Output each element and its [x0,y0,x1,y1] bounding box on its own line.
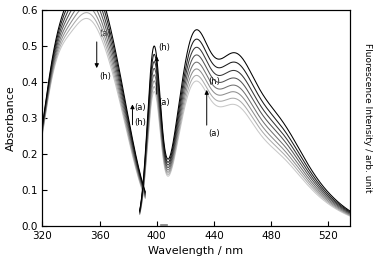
Text: (a): (a) [100,29,111,38]
Text: (a): (a) [208,129,220,138]
Text: (h): (h) [134,118,146,127]
Text: (h): (h) [158,43,170,52]
Text: (h): (h) [208,77,220,86]
Text: (a): (a) [134,103,146,112]
Text: (h): (h) [100,72,112,81]
Y-axis label: Absorbance: Absorbance [6,85,15,151]
Y-axis label: Fluorescence Intensity / arb. unit: Fluorescence Intensity / arb. unit [363,43,372,193]
X-axis label: Wavelength / nm: Wavelength / nm [149,247,243,256]
Text: (a): (a) [158,98,170,107]
